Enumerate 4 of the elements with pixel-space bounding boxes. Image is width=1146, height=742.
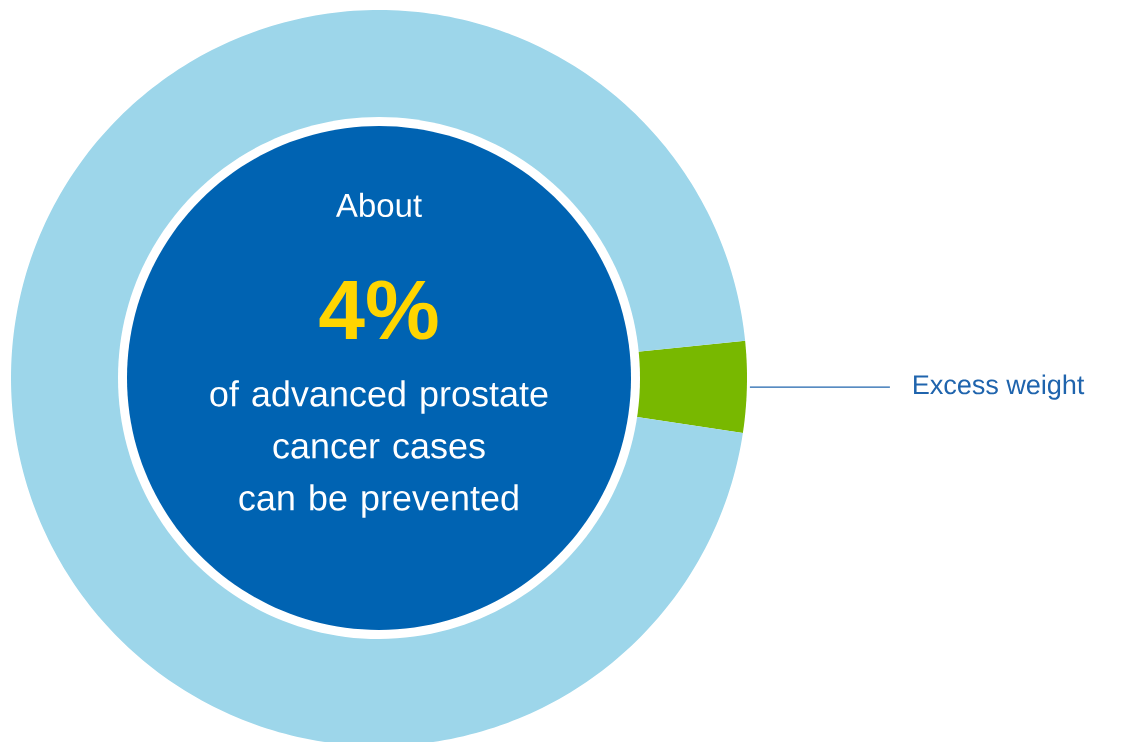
text: 4%: [319, 280, 438, 340]
slice-label: Excess weight: [914, 374, 1085, 400]
text: About: [335, 192, 422, 218]
text: of advanced prostate cancer cases can be prevented: [210, 380, 548, 518]
